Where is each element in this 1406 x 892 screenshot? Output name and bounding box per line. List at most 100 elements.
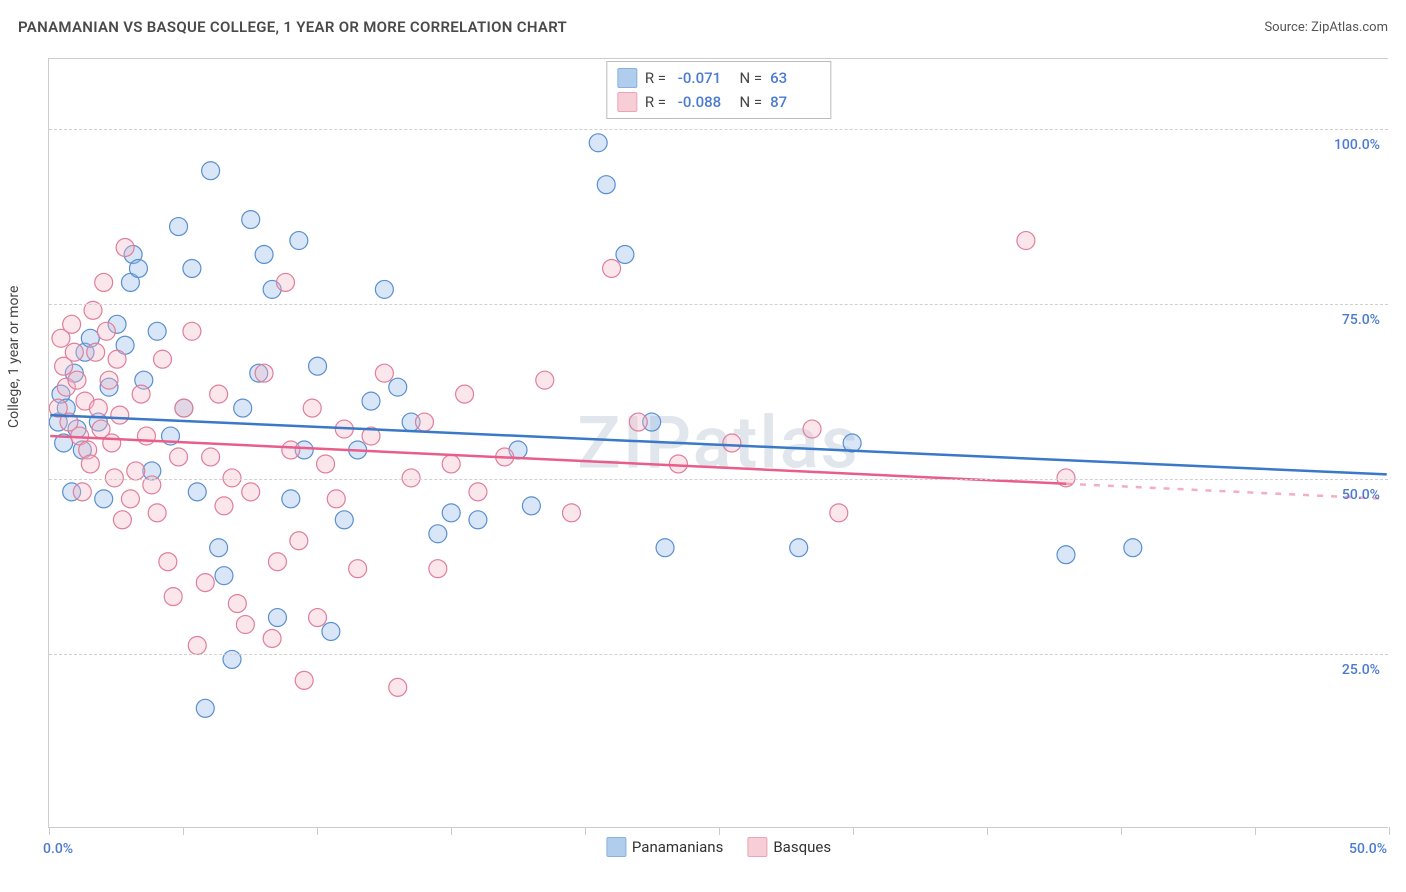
gridline [49, 479, 1388, 480]
series-legend: Panamanians Basques [606, 837, 831, 857]
data-point-basques [276, 273, 294, 291]
data-point-panamanians [362, 392, 380, 410]
data-point-basques [71, 427, 89, 445]
data-point-panamanians [89, 413, 107, 431]
gridline [49, 304, 1388, 305]
data-point-basques [57, 378, 75, 396]
data-point-basques [1057, 469, 1075, 487]
data-point-panamanians [616, 246, 634, 264]
data-point-basques [170, 448, 188, 466]
data-point-basques [111, 406, 129, 424]
data-point-panamanians [202, 162, 220, 180]
data-point-panamanians [183, 259, 201, 277]
data-point-basques [68, 371, 86, 389]
data-point-panamanians [242, 211, 260, 229]
data-point-panamanians [643, 413, 661, 431]
data-point-basques [81, 455, 99, 473]
data-point-basques [603, 259, 621, 277]
n-label: N = [732, 69, 762, 87]
data-point-panamanians [81, 329, 99, 347]
data-point-panamanians [290, 232, 308, 250]
data-point-basques [73, 483, 91, 501]
legend-item-panamanians[interactable]: Panamanians [606, 837, 723, 857]
stats-row-basques: R = -0.088 N =87 [617, 90, 820, 114]
correlation-stats-legend: R = -0.071 N =63R = -0.088 N =87 [606, 61, 831, 119]
legend-swatch [747, 837, 767, 857]
data-point-panamanians [469, 511, 487, 529]
data-point-panamanians [95, 490, 113, 508]
data-point-basques [496, 448, 514, 466]
data-point-basques [60, 413, 78, 431]
data-point-basques [105, 469, 123, 487]
data-point-basques [349, 560, 367, 578]
data-point-panamanians [1057, 546, 1075, 564]
data-point-panamanians [322, 623, 340, 641]
data-point-basques [290, 532, 308, 550]
data-point-basques [263, 630, 281, 648]
data-point-panamanians [597, 176, 615, 194]
legend-item-basques[interactable]: Basques [747, 837, 831, 857]
data-point-panamanians [135, 371, 153, 389]
data-point-basques [723, 434, 741, 452]
data-point-panamanians [52, 385, 70, 403]
data-point-panamanians [250, 364, 268, 382]
data-point-basques [164, 588, 182, 606]
data-point-basques [362, 427, 380, 445]
data-point-basques [317, 455, 335, 473]
data-point-basques [55, 357, 73, 375]
data-point-panamanians [295, 441, 313, 459]
data-point-basques [429, 560, 447, 578]
data-point-basques [95, 273, 113, 291]
data-point-panamanians [124, 246, 142, 264]
data-point-basques [188, 636, 206, 654]
data-point-basques [803, 420, 821, 438]
x-tick-label: 0.0% [43, 841, 73, 857]
data-point-basques [442, 455, 460, 473]
data-point-panamanians [442, 504, 460, 522]
x-tick [317, 827, 318, 835]
source-name[interactable]: ZipAtlas.com [1311, 20, 1388, 35]
trend-line-basques [50, 436, 1066, 484]
n-value: 87 [770, 93, 820, 111]
data-point-panamanians [509, 441, 527, 459]
x-tick [49, 827, 50, 835]
legend-label: Panamanians [632, 838, 723, 856]
data-point-basques [268, 553, 286, 571]
data-point-panamanians [335, 511, 353, 529]
r-label: R = [645, 69, 666, 87]
data-point-panamanians [175, 399, 193, 417]
data-point-panamanians [49, 413, 67, 431]
data-point-basques [108, 350, 126, 368]
stats-row-panamanians: R = -0.071 N =63 [617, 66, 820, 90]
data-point-panamanians [162, 427, 180, 445]
data-point-panamanians [402, 413, 420, 431]
data-point-basques [100, 371, 118, 389]
data-point-panamanians [55, 434, 73, 452]
data-point-basques [87, 343, 105, 361]
data-point-basques [65, 343, 83, 361]
data-point-panamanians [65, 364, 83, 382]
data-point-panamanians [148, 322, 166, 340]
data-point-basques [402, 469, 420, 487]
data-point-panamanians [170, 218, 188, 236]
data-point-panamanians [234, 399, 252, 417]
y-tick-label: 75.0% [1342, 312, 1380, 328]
data-point-panamanians [349, 441, 367, 459]
data-point-basques [183, 322, 201, 340]
data-point-basques [202, 448, 220, 466]
r-label: R = [645, 93, 666, 111]
data-point-panamanians [215, 567, 233, 585]
data-point-basques [669, 455, 687, 473]
x-tick [451, 827, 452, 835]
data-point-basques [52, 329, 70, 347]
data-point-basques [295, 671, 313, 689]
data-point-basques [63, 315, 81, 333]
x-tick [719, 827, 720, 835]
data-point-panamanians [429, 525, 447, 543]
data-point-basques [456, 385, 474, 403]
data-point-panamanians [375, 280, 393, 298]
gridline [49, 654, 1388, 655]
data-point-basques [159, 553, 177, 571]
data-point-basques [536, 371, 554, 389]
data-point-basques [1017, 232, 1035, 250]
